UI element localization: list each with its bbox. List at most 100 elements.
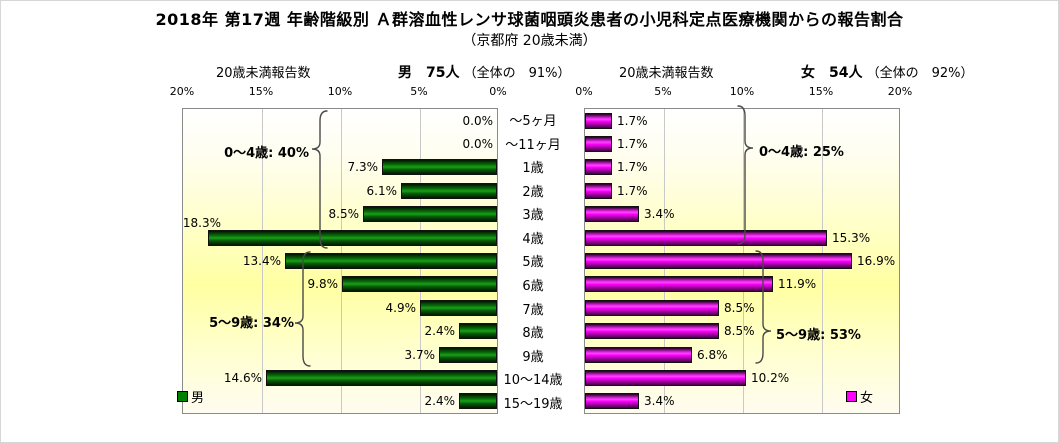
female-value-label: 1.7% xyxy=(617,183,648,198)
gridline xyxy=(262,109,263,413)
male-axis-tick: 20% xyxy=(169,85,195,98)
female-axis-tick: 0% xyxy=(575,85,593,98)
category-label: ～11ヶ月 xyxy=(505,137,561,153)
category-label: 1歳 xyxy=(522,161,544,177)
female-bar xyxy=(585,323,719,340)
female-bar xyxy=(585,253,852,270)
male-plot-area: 0.0% 0.0% 7.3% 6.1% 8.5% 18.3% 13.4% 9.8% 4.9% 2.… xyxy=(182,108,498,414)
female-value-label: 11.9% xyxy=(778,277,817,292)
male-bars: 0.0% 0.0% 7.3% 6.1% 8.5% 18.3% 13.4% 9.8% 4.9% 2.… xyxy=(183,109,497,413)
male-bar xyxy=(459,393,497,410)
male-bar-row: 4.9% xyxy=(183,296,497,319)
female-axis-tick: 20% xyxy=(887,85,913,98)
female-bar-row: 11.9% xyxy=(585,273,899,296)
female-bars: 1.7% 1.7% 1.7% 1.7% 3.4% 15.3% 16.9% 11.9% 8.5% 8… xyxy=(585,109,899,413)
category-label: 3歳 xyxy=(522,208,544,224)
male-count: 男 75人 xyxy=(398,65,460,81)
male-legend-label: 男 xyxy=(191,391,205,406)
male-summary: 男 75人 （全体の 91%） xyxy=(398,62,571,82)
female-legend-marker-icon xyxy=(846,391,857,402)
male-value-label: 8.5% xyxy=(328,207,360,222)
female-bar-row: 8.5% xyxy=(585,320,899,343)
female-bar xyxy=(585,229,827,246)
female-5-9-bracket-label: 5～9歳: 53% xyxy=(776,328,861,343)
female-bar-row: 6.8% xyxy=(585,343,899,366)
male-bar-row: 0.0% xyxy=(183,132,497,155)
male-bar-row: 2.4% xyxy=(183,320,497,343)
male-bar-row: 0.0% xyxy=(183,109,497,132)
category-label: 10～14歳 xyxy=(503,373,563,389)
female-bar-row: 1.7% xyxy=(585,156,899,179)
male-value-label: 6.1% xyxy=(366,183,398,198)
female-bar xyxy=(585,346,692,363)
male-bar xyxy=(459,323,497,340)
male-bar-row: 2.4% xyxy=(183,390,497,413)
female-legend-label: 女 xyxy=(860,391,874,406)
male-axis-tick: 0% xyxy=(489,85,507,98)
female-bar xyxy=(585,206,639,223)
category-label: 5歳 xyxy=(522,255,544,271)
male-axis-tick: 5% xyxy=(410,85,428,98)
male-value-label: 9.8% xyxy=(307,277,339,292)
female-share: （全体の 92%） xyxy=(866,66,974,81)
female-value-label: 10.2% xyxy=(751,370,790,385)
male-bar-row: 9.8% xyxy=(183,273,497,296)
female-bar xyxy=(585,393,639,410)
female-value-label: 1.7% xyxy=(617,160,648,175)
male-legend: 男 xyxy=(177,387,204,406)
female-axis-tick: 5% xyxy=(654,85,672,98)
female-value-label: 8.5% xyxy=(724,300,755,315)
male-bar xyxy=(208,229,497,246)
chart-title: 2018年 第17週 年齢階級別 Ａ群溶血性レンサ球菌咽頭炎患者の小児科定点医療… xyxy=(155,10,904,29)
female-bar-row: 3.4% xyxy=(585,203,899,226)
category-label: 6歳 xyxy=(522,278,544,294)
category-label: 15～19歳 xyxy=(503,396,563,412)
female-bar xyxy=(585,159,612,176)
male-share: （全体の 91%） xyxy=(463,66,571,81)
category-label: 4歳 xyxy=(522,231,544,247)
male-value-label: 13.4% xyxy=(242,254,281,269)
male-value-label: 7.3% xyxy=(347,160,379,175)
female-bar-row: 16.9% xyxy=(585,249,899,272)
female-value-label: 3.4% xyxy=(644,394,675,409)
male-axis-tick: 10% xyxy=(327,85,353,98)
category-label: 2歳 xyxy=(522,184,544,200)
female-value-label: 6.8% xyxy=(697,347,728,362)
male-value-label: 2.4% xyxy=(424,324,456,339)
male-bar xyxy=(363,206,497,223)
female-bar xyxy=(585,369,746,386)
female-bar xyxy=(585,182,612,199)
male-bar-row: 8.5% xyxy=(183,203,497,226)
female-axis-tick: 15% xyxy=(808,85,834,98)
male-value-label: 3.7% xyxy=(404,347,436,362)
female-axis-tick: 10% xyxy=(729,85,755,98)
female-plot-area: 1.7% 1.7% 1.7% 1.7% 3.4% 15.3% 16.9% 11.9% 8.5% 8… xyxy=(584,108,900,414)
chart-subtitle: （京都府 20歳未満） xyxy=(462,33,597,49)
female-bar-row: 3.4% xyxy=(585,390,899,413)
female-bar-row: 15.3% xyxy=(585,226,899,249)
female-bar-row: 1.7% xyxy=(585,132,899,155)
female-bar xyxy=(585,136,612,153)
male-value-label: 0.0% xyxy=(462,113,494,128)
female-value-label: 3.4% xyxy=(644,207,675,222)
male-bar xyxy=(439,346,497,363)
male-legend-marker-icon xyxy=(177,391,188,402)
female-bar xyxy=(585,112,612,129)
male-bar xyxy=(342,276,497,293)
male-bar-row: 18.3% xyxy=(183,216,497,249)
female-0-4-bracket-label: 0～4歳: 25% xyxy=(759,145,844,160)
male-bar xyxy=(266,369,497,386)
category-label: 9歳 xyxy=(522,349,544,365)
female-bar xyxy=(585,299,719,316)
male-bar xyxy=(401,182,497,199)
male-axis-tick: 15% xyxy=(248,85,274,98)
male-value-label: 18.3% xyxy=(182,215,221,230)
female-axis-title: 20歳未満報告数 xyxy=(619,66,714,81)
female-value-label: 8.5% xyxy=(724,324,755,339)
female-bar-row: 10.2% xyxy=(585,366,899,389)
male-bar xyxy=(420,299,497,316)
female-value-label: 15.3% xyxy=(832,230,871,245)
female-legend: 女 xyxy=(846,387,873,406)
female-value-label: 1.7% xyxy=(617,137,648,152)
category-label: ～5ヶ月 xyxy=(509,114,557,130)
